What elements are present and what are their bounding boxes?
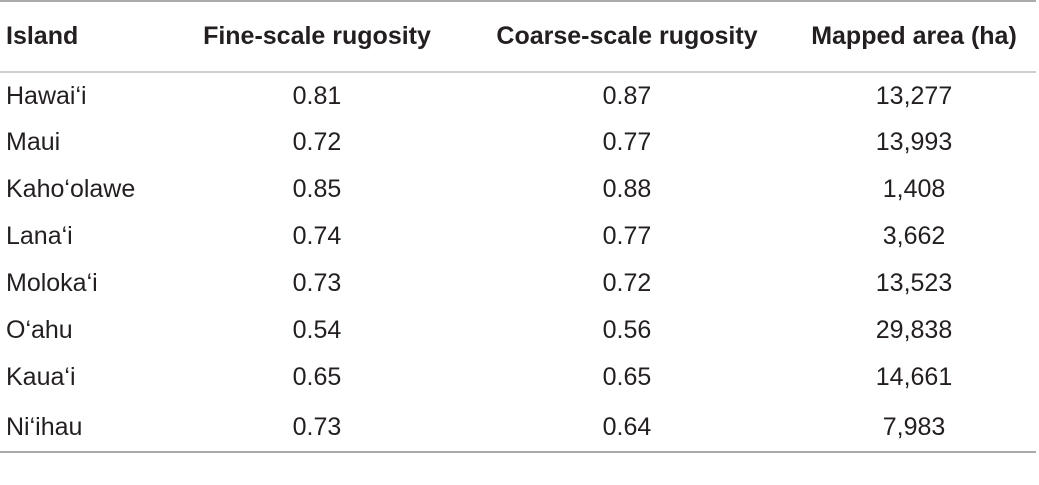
cell-coarse-scale-rugosity: 0.77 <box>602 222 652 250</box>
cell-mapped-area: 13,523 <box>875 269 953 297</box>
table-row: Lana‘i 0.74 0.77 3,662 <box>0 213 1036 260</box>
table-body: Hawai‘i 0.81 0.87 13,277 Maui 0.72 0.77 … <box>0 72 1036 453</box>
table-row: Ni‘ihau 0.73 0.64 7,983 <box>0 401 1036 453</box>
header-fine-scale-rugosity: Fine-scale rugosity <box>203 22 431 50</box>
cell-fine-scale-rugosity: 0.54 <box>292 316 342 344</box>
cell-mapped-area: 7,983 <box>882 412 946 441</box>
rugosity-table: Island Fine-scale rugosity Coarse-scale … <box>0 1 1036 453</box>
cell-fine-scale-rugosity: 0.73 <box>292 412 342 441</box>
cell-mapped-area: 13,277 <box>875 81 953 110</box>
table-row: O‘ahu 0.54 0.56 29,838 <box>0 307 1036 354</box>
cell-coarse-scale-rugosity: 0.72 <box>602 269 652 297</box>
cell-coarse-scale-rugosity: 0.77 <box>602 128 652 156</box>
cell-island: Kaho‘olawe <box>6 175 136 203</box>
cell-mapped-area: 29,838 <box>875 316 953 344</box>
cell-coarse-scale-rugosity: 0.56 <box>602 316 652 344</box>
cell-mapped-area: 13,993 <box>875 128 953 156</box>
table-row: Hawai‘i 0.81 0.87 13,277 <box>0 72 1036 119</box>
cell-coarse-scale-rugosity: 0.87 <box>602 81 652 110</box>
cell-mapped-area: 3,662 <box>882 222 946 250</box>
cell-coarse-scale-rugosity: 0.88 <box>602 175 652 203</box>
cell-fine-scale-rugosity: 0.73 <box>292 269 342 297</box>
cell-island: Maui <box>6 128 61 156</box>
cell-coarse-scale-rugosity: 0.64 <box>602 412 652 441</box>
cell-island: Hawai‘i <box>6 81 87 110</box>
cell-mapped-area: 1,408 <box>882 175 946 203</box>
table-row: Moloka‘i 0.73 0.72 13,523 <box>0 260 1036 307</box>
cell-fine-scale-rugosity: 0.81 <box>292 81 342 110</box>
header-coarse-scale-rugosity: Coarse-scale rugosity <box>496 22 758 50</box>
cell-island: Moloka‘i <box>6 269 98 297</box>
cell-fine-scale-rugosity: 0.72 <box>292 128 342 156</box>
cell-island: Ni‘ihau <box>6 412 83 441</box>
header-row: Island Fine-scale rugosity Coarse-scale … <box>0 1 1036 72</box>
table-row: Maui 0.72 0.77 13,993 <box>0 119 1036 166</box>
header-mapped-area: Mapped area (ha) <box>811 22 1017 50</box>
cell-island: Kaua‘i <box>6 363 76 391</box>
header-island: Island <box>6 22 79 50</box>
table-bottom-rule <box>0 451 1036 453</box>
cell-mapped-area: 14,661 <box>875 363 953 391</box>
table-header: Island Fine-scale rugosity Coarse-scale … <box>0 1 1036 72</box>
cell-island: O‘ahu <box>6 316 73 344</box>
cell-fine-scale-rugosity: 0.85 <box>292 175 342 203</box>
table-row: Kaua‘i 0.65 0.65 14,661 <box>0 354 1036 401</box>
cell-coarse-scale-rugosity: 0.65 <box>602 363 652 391</box>
cell-fine-scale-rugosity: 0.65 <box>292 363 342 391</box>
table-row: Kaho‘olawe 0.85 0.88 1,408 <box>0 166 1036 213</box>
cell-fine-scale-rugosity: 0.74 <box>292 222 342 250</box>
cell-island: Lana‘i <box>6 222 73 250</box>
